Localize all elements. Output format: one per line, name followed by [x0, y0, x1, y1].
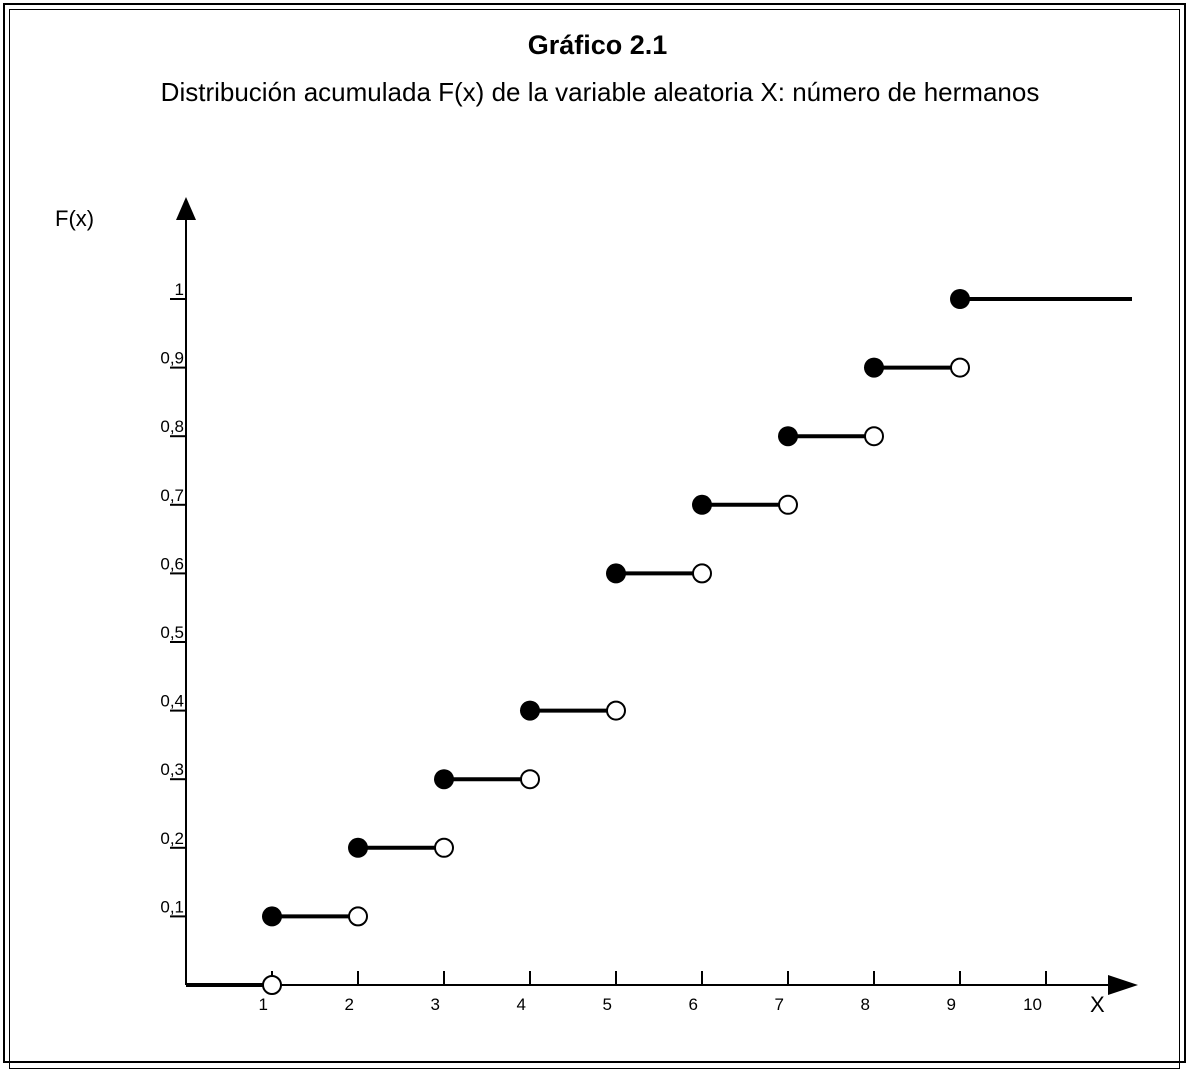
y-tick-label: 0,2 — [160, 829, 184, 848]
closed-point — [692, 494, 712, 515]
x-tick-label: 3 — [431, 995, 440, 1014]
open-point — [950, 357, 970, 378]
chart-title: Gráfico 2.1 — [527, 30, 668, 60]
open-point — [606, 700, 626, 721]
closed-point — [434, 769, 454, 790]
chart-subtitle: Distribución acumulada F(x) de la variab… — [160, 77, 1040, 107]
closed-point — [520, 700, 540, 721]
open-point — [262, 975, 282, 995]
open-point — [348, 906, 368, 927]
closed-point — [864, 357, 884, 378]
closed-point — [348, 837, 368, 858]
closed-point — [262, 906, 282, 927]
y-tick-label: 0,3 — [160, 760, 184, 779]
x-tick-label: 7 — [775, 995, 784, 1014]
y-tick-label: 0,8 — [160, 417, 184, 436]
x-tick-label: 9 — [947, 995, 956, 1014]
open-point — [864, 426, 884, 447]
open-point — [692, 563, 712, 584]
x-tick-label: 6 — [689, 995, 698, 1014]
y-tick-label: 0,7 — [160, 486, 184, 505]
y-tick-label: 1 — [175, 280, 184, 299]
x-tick-label: 8 — [861, 995, 870, 1014]
x-tick-label: 5 — [603, 995, 612, 1014]
y-tick-label: 0,4 — [160, 692, 184, 711]
closed-point — [950, 289, 970, 309]
x-tick-label: 10 — [1023, 995, 1042, 1014]
open-point — [778, 494, 798, 515]
y-tick-label: 0,5 — [160, 623, 184, 642]
y-axis-arrow — [176, 197, 196, 220]
closed-point — [606, 563, 626, 584]
x-axis-label: X — [1090, 992, 1105, 1017]
open-point — [520, 769, 540, 790]
y-axis-label: F(x) — [55, 206, 94, 231]
x-axis-arrow — [1108, 975, 1138, 995]
open-point — [434, 837, 454, 858]
y-tick-label: 0,1 — [160, 897, 184, 916]
y-tick-label: 0,9 — [160, 349, 184, 368]
x-tick-label: 2 — [345, 995, 354, 1014]
x-tick-label: 4 — [517, 995, 526, 1014]
x-tick-label: 1 — [259, 995, 268, 1014]
y-tick-label: 0,6 — [160, 554, 184, 573]
chart-area: F(x) X 1 2 3 4 5 6 7 8 9 10 0,1 0,2 0,3 0,4 0,5 0,6 0,7 0,8… — [55, 197, 1138, 1017]
closed-point — [778, 426, 798, 447]
